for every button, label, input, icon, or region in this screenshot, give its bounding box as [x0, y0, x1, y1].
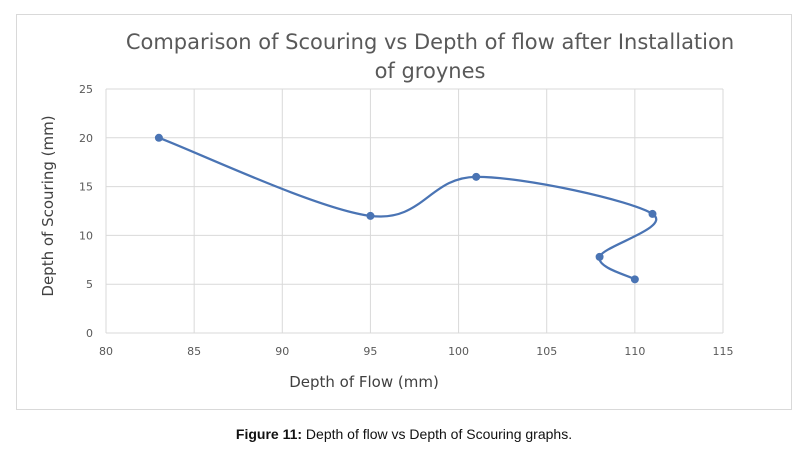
y-tick-label: 15 [79, 181, 93, 194]
grid [105, 88, 724, 334]
series-line [158, 136, 658, 281]
chart: Comparison of Scouring vs Depth of flow … [39, 30, 734, 391]
y-tick-label: 5 [86, 278, 93, 291]
x-tick-label: 110 [624, 345, 645, 358]
y-tick-label: 25 [79, 83, 93, 96]
x-tick-label: 100 [448, 345, 469, 358]
y-axis-label: Depth of Scouring (mm) [39, 115, 57, 296]
x-tick-label: 90 [275, 345, 289, 358]
chart-title-line-2: of groynes [375, 59, 486, 83]
figure-caption: Figure 11: Depth of flow vs Depth of Sco… [0, 426, 808, 442]
chart-title-line-1: Comparison of Scouring vs Depth of flow … [126, 30, 734, 54]
tick-labels: 80 85 90 95 100 105 110 115 0 5 10 15 20 25 [79, 83, 734, 358]
data-point [595, 252, 604, 261]
y-tick-label: 0 [86, 327, 93, 340]
y-tick-label: 10 [79, 229, 93, 242]
figure-caption-label: Figure 11: [235, 426, 303, 442]
x-tick-label: 95 [363, 345, 377, 358]
data-point [630, 275, 639, 284]
x-axis-label: Depth of Flow (mm) [289, 373, 439, 391]
data-point [366, 211, 375, 220]
chart-frame [16, 14, 792, 410]
data-point [472, 172, 481, 181]
figure-caption-text: Depth of flow vs Depth of Scouring graph… [302, 426, 573, 442]
x-tick-label: 80 [99, 345, 113, 358]
y-tick-label: 20 [79, 132, 93, 145]
data-point [154, 133, 163, 142]
x-tick-label: 115 [713, 345, 734, 358]
data-point [648, 209, 657, 218]
series [154, 133, 658, 284]
x-tick-label: 105 [536, 345, 557, 358]
x-tick-label: 85 [187, 345, 201, 358]
